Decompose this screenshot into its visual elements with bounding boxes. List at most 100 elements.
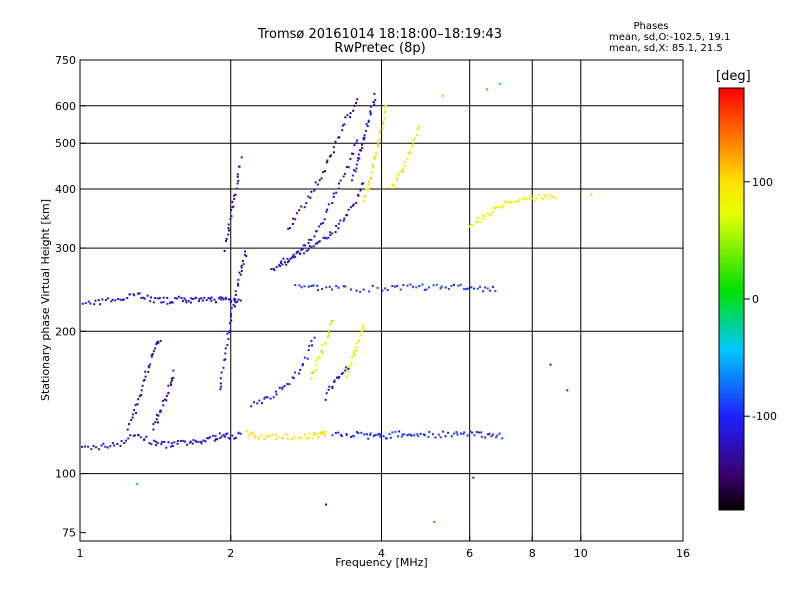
echo-point	[339, 219, 342, 222]
echo-point	[476, 216, 479, 219]
echo-point	[240, 266, 243, 269]
echo-point	[111, 442, 114, 444]
colorbar-tick-label: 0	[752, 293, 759, 306]
echo-point	[367, 183, 370, 186]
echo-point	[328, 155, 331, 158]
echo-point	[253, 401, 255, 404]
echo-point	[237, 298, 240, 301]
echo-point	[384, 109, 386, 112]
echo-point	[322, 236, 325, 239]
echo-point	[444, 286, 447, 289]
echo-point	[87, 300, 90, 303]
echo-point	[116, 443, 119, 445]
echo-point	[247, 434, 250, 437]
echo-point	[90, 448, 93, 451]
echo-point	[365, 188, 368, 191]
x-tick-label: 2	[227, 547, 234, 560]
echo-point	[114, 299, 117, 302]
echo-point	[504, 200, 507, 203]
echo-point	[271, 433, 274, 436]
echo-point	[280, 260, 283, 263]
echo-point	[471, 224, 474, 227]
echo-point	[221, 296, 224, 299]
echo-point	[106, 446, 109, 449]
echo-point	[236, 182, 239, 185]
echo-point	[161, 400, 164, 402]
echo-point	[336, 376, 338, 379]
echo-point	[135, 412, 137, 414]
echo-point	[232, 303, 235, 306]
echo-point	[321, 288, 323, 290]
echo-point	[352, 152, 355, 155]
echo-point	[165, 446, 168, 449]
echo-point	[479, 221, 482, 224]
echo-point	[261, 402, 263, 405]
echo-point	[122, 298, 125, 301]
echo-point	[345, 165, 348, 168]
echo-point	[402, 284, 405, 287]
echo-point	[300, 248, 303, 251]
echo-point	[275, 266, 278, 268]
echo-point	[200, 442, 203, 445]
echo-point	[246, 430, 249, 433]
echo-point	[257, 436, 260, 439]
echo-point	[360, 182, 363, 185]
echo-point	[355, 201, 358, 204]
echo-point	[281, 437, 284, 440]
echo-point	[210, 299, 213, 302]
echo-point	[411, 145, 414, 148]
echo-point	[427, 435, 430, 438]
echo-point	[257, 437, 260, 440]
echo-point	[291, 438, 293, 441]
echo-point	[327, 203, 330, 206]
echo-point	[320, 351, 323, 354]
echo-point	[439, 436, 442, 439]
echo-point	[140, 394, 143, 396]
echo-point	[295, 212, 298, 215]
echo-point	[169, 445, 172, 448]
echo-point	[351, 179, 353, 182]
echo-point	[353, 351, 356, 354]
echo-point	[396, 285, 399, 287]
echo-point	[501, 437, 504, 440]
echo-point	[143, 297, 146, 300]
echo-point	[317, 289, 319, 292]
phase-stat-x-mode: mean, sd,X: 85.1, 21.5	[609, 43, 723, 54]
echo-point	[325, 161, 328, 164]
echo-point	[344, 375, 347, 378]
echo-point	[176, 442, 179, 445]
echo-point	[353, 349, 356, 352]
echo-point	[126, 297, 129, 299]
echo-point	[357, 153, 360, 156]
echo-point	[132, 293, 135, 296]
echo-point	[163, 398, 166, 401]
echo-point	[412, 143, 415, 146]
echo-point	[469, 430, 472, 433]
y-tick-label: 600	[55, 100, 76, 113]
echo-point	[230, 315, 232, 318]
echo-point	[324, 343, 327, 346]
echo-point	[219, 377, 222, 380]
echo-point	[350, 361, 353, 364]
echo-point	[121, 299, 124, 301]
echo-point	[344, 116, 347, 119]
echo-point	[226, 332, 229, 335]
echo-point	[355, 289, 358, 292]
echo-point	[503, 201, 506, 204]
echo-point	[104, 445, 107, 448]
echo-point	[152, 350, 155, 353]
echo-point	[152, 301, 155, 304]
echo-point	[543, 194, 546, 197]
echo-point	[234, 301, 237, 304]
echo-point	[342, 285, 345, 288]
echo-point	[266, 434, 269, 437]
echo-point	[525, 198, 528, 201]
echo-point	[331, 385, 334, 388]
echo-point	[229, 329, 232, 332]
echo-point	[119, 298, 122, 301]
echo-point	[359, 290, 362, 293]
echo-point	[349, 112, 352, 115]
echo-point	[376, 433, 379, 436]
echo-point	[484, 436, 487, 439]
echo-point	[111, 298, 114, 301]
